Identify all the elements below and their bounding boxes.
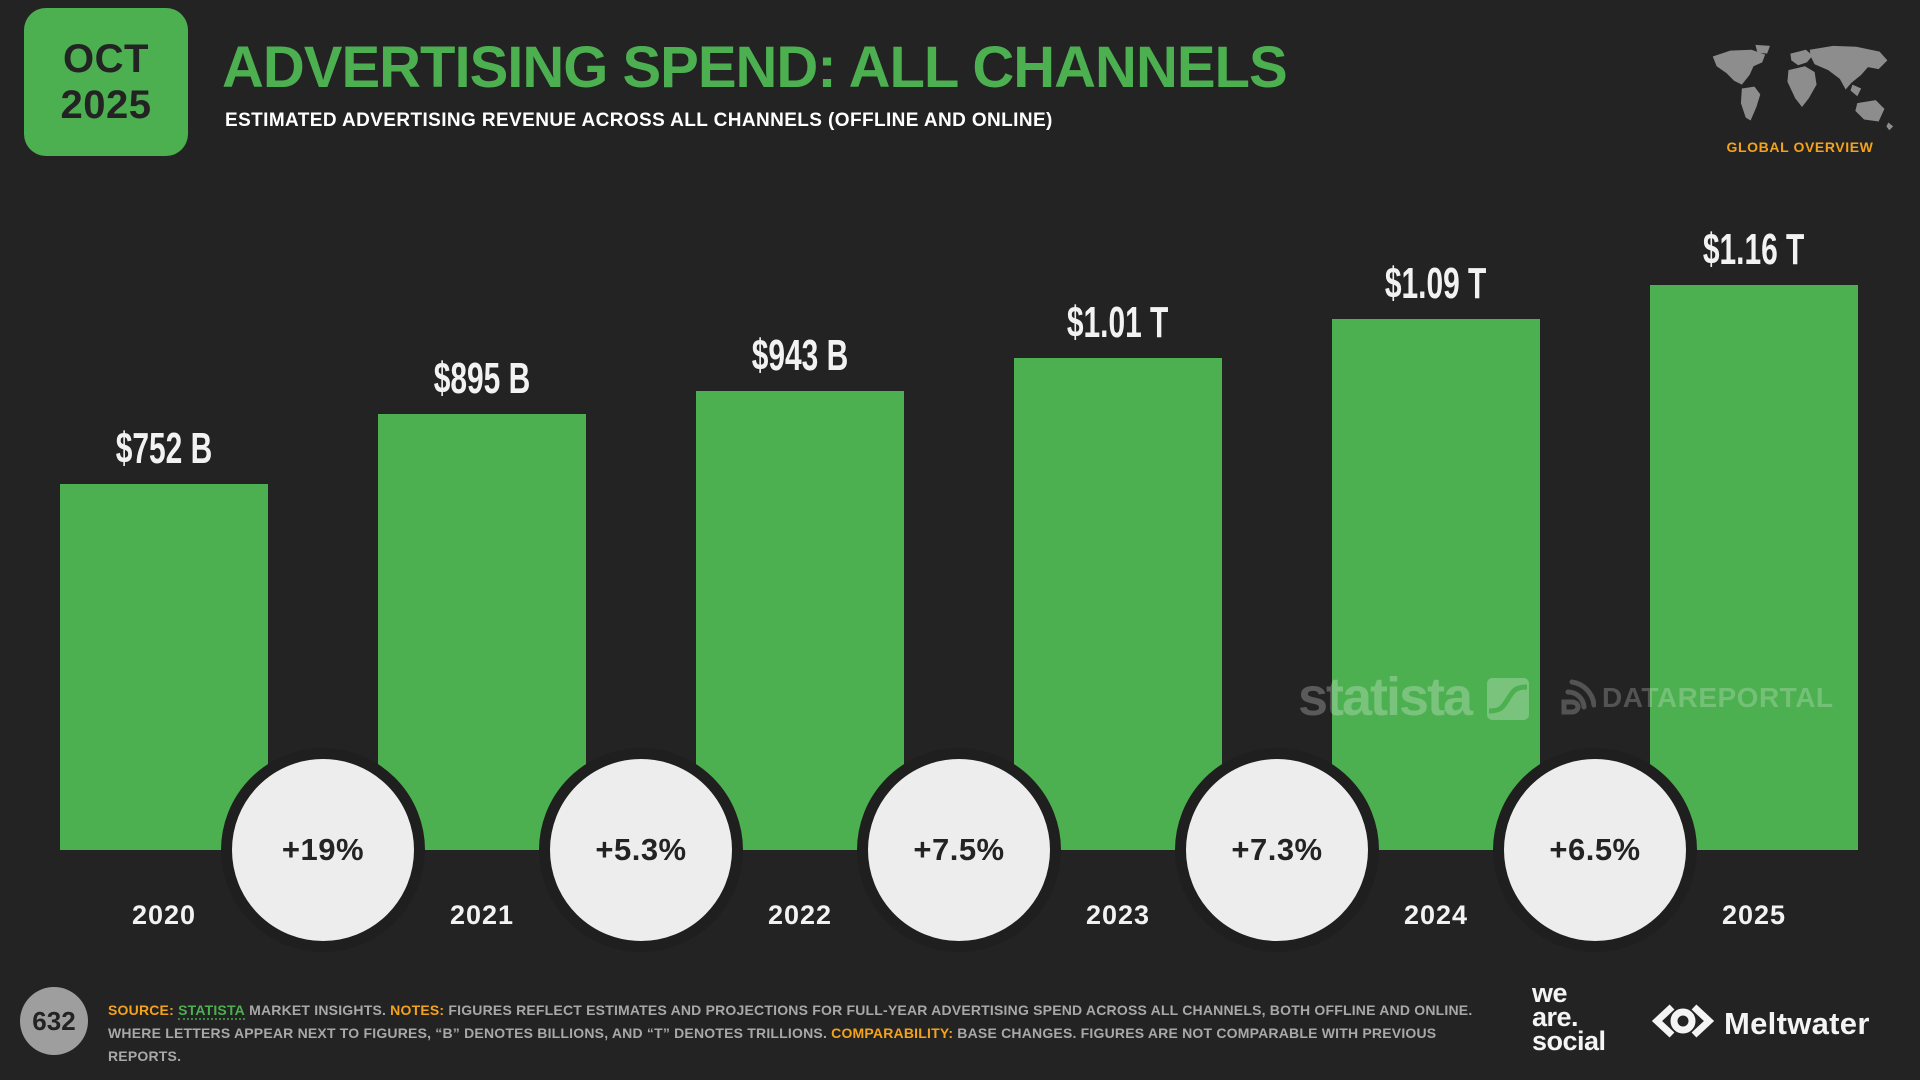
- bar-2025: [1650, 285, 1858, 850]
- datareportal-watermark: DATAREPORTAL: [1602, 682, 1834, 713]
- year-label-2025: 2025: [1721, 900, 1787, 930]
- was-line-1: we: [1532, 978, 1568, 1008]
- datareportal-logo-icon: [1558, 676, 1597, 723]
- source-rest: MARKET INSIGHTS.: [249, 1002, 387, 1018]
- year-label-2021: 2021: [449, 900, 515, 930]
- value-label-2021: $895 B: [318, 354, 646, 404]
- growth-circle-1: +19%: [221, 748, 425, 952]
- year-label-2024: 2024: [1403, 900, 1469, 930]
- notes-label: NOTES:: [390, 1002, 445, 1018]
- growth-value: +6.5%: [1549, 832, 1641, 867]
- value-text: $943 B: [751, 331, 849, 380]
- growth-value: +19%: [281, 832, 365, 867]
- growth-circle-4: +7.3%: [1175, 748, 1379, 952]
- date-badge-year: 2025: [60, 83, 152, 127]
- date-badge-month: OCT: [63, 37, 149, 81]
- value-text: $752 B: [115, 424, 213, 473]
- we-are-social-logo: we are. social: [1532, 978, 1606, 1056]
- value-label-2025: $1.16 T: [1590, 225, 1918, 275]
- growth-value: +7.3%: [1231, 832, 1323, 867]
- growth-circle-3: +7.5%: [857, 748, 1061, 952]
- comparability-text: BASE CHANGES. FIGURES ARE NOT COMPARABLE…: [108, 1025, 1437, 1064]
- value-label-2024: $1.09 T: [1272, 259, 1600, 309]
- was-line-2: are.: [1532, 1002, 1579, 1032]
- source-label: SOURCE:: [108, 1002, 174, 1018]
- value-label-2020: $752 B: [0, 424, 328, 474]
- meltwater-wordmark: Meltwater: [1724, 1005, 1870, 1041]
- meltwater-eye-icon: [1650, 1003, 1716, 1044]
- statista-link[interactable]: STATISTA: [178, 1002, 245, 1020]
- growth-circle-5: +6.5%: [1493, 748, 1697, 952]
- value-text: $1.16 T: [1703, 225, 1805, 274]
- page-number: 632: [32, 1005, 76, 1036]
- statista-watermark: statista: [1298, 667, 1473, 727]
- year-label-2020: 2020: [131, 900, 197, 930]
- value-text: $895 B: [433, 354, 531, 403]
- page-title: ADVERTISING SPEND: ALL CHANNELS: [222, 35, 1288, 100]
- notes-text: FIGURES REFLECT ESTIMATES AND PROJECTION…: [108, 1002, 1473, 1041]
- growth-circle-2: +5.3%: [539, 748, 743, 952]
- growth-value: +7.5%: [913, 832, 1005, 867]
- value-label-2023: $1.01 T: [954, 298, 1282, 348]
- value-text: $1.01 T: [1067, 298, 1169, 347]
- page-number-badge: 632: [20, 987, 88, 1055]
- value-label-2022: $943 B: [636, 331, 964, 381]
- was-line-3: social: [1532, 1026, 1606, 1056]
- date-badge: OCT 2025: [24, 8, 188, 156]
- bar-2021: [378, 414, 586, 850]
- statista-logo-icon: [1487, 678, 1529, 725]
- value-text: $1.09 T: [1385, 259, 1487, 308]
- growth-value: +5.3%: [595, 832, 687, 867]
- page-subtitle: ESTIMATED ADVERTISING REVENUE ACROSS ALL…: [225, 110, 1053, 131]
- year-label-2022: 2022: [767, 900, 833, 930]
- footnote: SOURCE: STATISTA MARKET INSIGHTS. NOTES:…: [108, 999, 1503, 1068]
- bar-2022: [696, 391, 904, 850]
- year-label-2023: 2023: [1085, 900, 1151, 930]
- region-label: GLOBAL OVERVIEW: [1726, 139, 1874, 155]
- comparability-label: COMPARABILITY:: [831, 1025, 954, 1041]
- bar-2024: [1332, 319, 1540, 850]
- bar-2023: [1014, 358, 1222, 850]
- bar-2020: [60, 484, 268, 850]
- world-map-icon: [1705, 42, 1899, 136]
- meltwater-logo: Meltwater: [1650, 1003, 1870, 1044]
